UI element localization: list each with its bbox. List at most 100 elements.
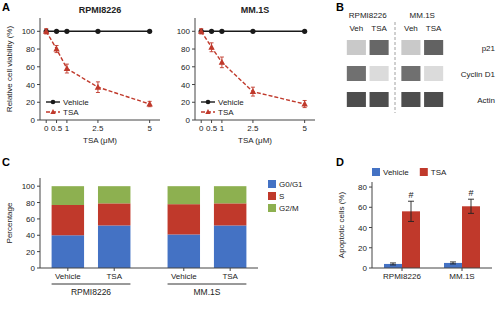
- y-tick: [37, 235, 40, 236]
- band: [370, 40, 389, 55]
- panel-label: B: [336, 1, 344, 13]
- x-tick-label: TSA: [222, 272, 238, 281]
- y-axis: [40, 178, 41, 268]
- legend-label: TSA: [431, 168, 447, 177]
- x-tick: [114, 268, 115, 271]
- x-axis: [195, 120, 315, 121]
- row-label: p21: [482, 44, 496, 53]
- x-tick-label: 0.5: [51, 124, 63, 133]
- y-tick-label: 20: [26, 248, 35, 257]
- y-tick-label: 100: [22, 182, 36, 191]
- legend-item: Vehicle: [201, 98, 244, 107]
- band: [401, 40, 420, 55]
- legend-label: G2/M: [279, 204, 299, 213]
- legend-marker: [205, 109, 210, 114]
- y-tick-label: 20: [181, 98, 190, 107]
- y-tick: [37, 218, 40, 219]
- y-tick-label: 100: [22, 27, 36, 36]
- legend-item: TSA: [201, 108, 234, 117]
- legend-item: Vehicle: [46, 98, 89, 107]
- x-tick-label: RPMI8226: [383, 272, 421, 281]
- group-label: MM.1S: [410, 11, 435, 20]
- error-cap: [468, 199, 474, 200]
- error-cap: [251, 96, 255, 97]
- legend-label: TSA: [218, 108, 234, 117]
- y-tick: [369, 227, 372, 228]
- marker: [53, 46, 59, 52]
- y-tick-label: 80: [26, 45, 35, 54]
- bar-segment: [214, 225, 246, 268]
- legend-label: Vehicle: [63, 98, 89, 107]
- y-axis-label: Relative cell viability (%): [5, 26, 14, 113]
- x-tick: [46, 120, 47, 123]
- y-tick: [37, 31, 40, 32]
- x-tick-label: Vehicle: [55, 272, 81, 281]
- y-tick: [37, 66, 40, 67]
- lane-label: TSA: [426, 24, 442, 33]
- y-tick: [37, 186, 40, 187]
- legend-swatch: [268, 204, 276, 212]
- y-tick-label: 60: [26, 63, 35, 72]
- y-tick-label: 60: [26, 215, 35, 224]
- error-cap: [251, 87, 255, 88]
- marker: [146, 101, 152, 107]
- panel-label: C: [2, 156, 10, 168]
- error-cap: [408, 201, 414, 202]
- band: [424, 66, 443, 81]
- legend-item: G0/G1: [268, 180, 303, 189]
- legend-swatch: [420, 168, 428, 176]
- figure: RPMI8226 0 20 40 60 80 100 Relative cell viabil…: [0, 0, 500, 314]
- y-tick-label: 40: [181, 81, 190, 90]
- bar: [444, 263, 462, 268]
- x-tick-label: 1: [65, 124, 70, 133]
- x-tick: [211, 120, 212, 123]
- legend-item: Vehicle: [372, 168, 409, 177]
- bar-segment: [52, 205, 84, 235]
- bar: [384, 264, 402, 268]
- legend-label: S: [279, 192, 284, 201]
- bar-segment: [98, 186, 130, 203]
- plot-area: [384, 199, 480, 268]
- y-tick-label: 40: [26, 231, 35, 240]
- band: [347, 66, 366, 81]
- band: [347, 92, 366, 107]
- marker: [95, 84, 101, 90]
- legend-swatch: [268, 180, 276, 188]
- bar-segment: [168, 186, 200, 204]
- band: [370, 92, 389, 107]
- y-tick: [37, 102, 40, 103]
- group-label: RPMI8226: [349, 11, 387, 20]
- annotation: #: [408, 190, 413, 200]
- y-tick-label: 20: [26, 98, 35, 107]
- marker: [64, 29, 69, 34]
- error-cap: [65, 64, 69, 65]
- x-tick-label: 0.5: [206, 124, 218, 133]
- bar-segment: [168, 204, 200, 234]
- error-cap: [390, 264, 396, 265]
- legend-item: TSA: [46, 108, 79, 117]
- error-cap: [210, 42, 214, 43]
- y-tick-label: 0: [31, 264, 36, 273]
- line: [46, 31, 149, 104]
- error-cap: [220, 57, 224, 58]
- marker: [43, 28, 49, 34]
- legend-label: Vehicle: [383, 168, 409, 177]
- marker: [44, 29, 49, 34]
- y-tick-label: 60: [181, 63, 190, 72]
- error-cap: [96, 92, 100, 93]
- y-tick: [369, 268, 372, 269]
- annotation: #: [468, 188, 473, 198]
- legend-item: S: [268, 192, 284, 201]
- y-tick-label: 80: [26, 199, 35, 208]
- error-bar: [390, 263, 396, 265]
- x-tick-label: 0: [44, 124, 49, 133]
- row-label: Actin: [477, 96, 495, 105]
- y-tick: [37, 49, 40, 50]
- title: RPMI8226: [79, 5, 122, 15]
- x-tick-label: Vehicle: [171, 272, 197, 281]
- x-tick: [462, 268, 463, 271]
- bar-segment: [52, 235, 84, 268]
- marker: [250, 88, 256, 94]
- x-axis-label: TSA (μM): [238, 136, 272, 145]
- y-tick-label: 80: [181, 45, 190, 54]
